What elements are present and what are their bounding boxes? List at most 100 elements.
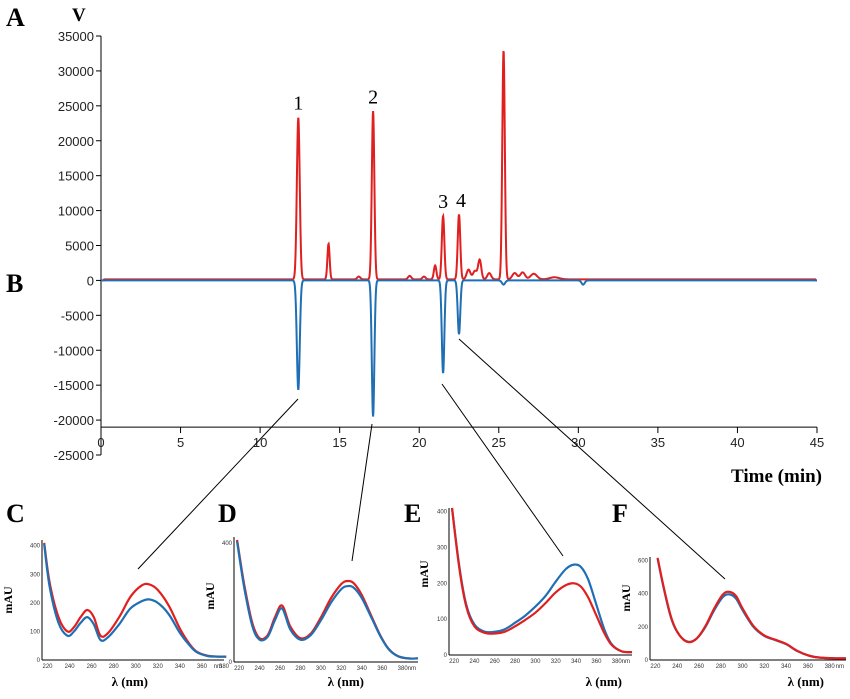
panel-label-b: B [6,269,23,298]
spectrum-x-tick-label: 240 [255,666,266,672]
spectrum-x-tick-label: 220 [449,659,460,665]
spectrum-x-tick-label: 260 [275,666,286,672]
y-tick-label: 35000 [58,29,94,44]
spectrum-x-tick-label: 240 [469,659,480,665]
spectrum-y-label: mAU [619,584,633,612]
panel-label-c: C [6,499,25,528]
connector-line [137,398,299,570]
spectrum-x-label: λ (nm) [586,674,622,689]
y-tick-label: 10000 [58,204,94,219]
y-tick-label: 20000 [58,134,94,149]
y-tick-label: -20000 [54,413,94,428]
spectrum-x-tick-label: 220 [234,666,245,672]
connector-lines [137,338,726,580]
peak-label: 2 [368,86,378,108]
spectrum-x-unit: nm [214,664,222,670]
spectrum-chart-e: 0 100 200 300 400 220 240 260 280 300 320 340 360 380… [417,507,633,689]
spectrum-y-tick-label: 100 [437,617,448,623]
chromatogram-chart: 35000 30000 25000 20000 15000 10000 5000 0 -5000… [54,5,825,487]
spectrum-x-label: λ (nm) [328,674,364,689]
spectrum-series-1 [450,507,633,654]
x-tick-label: 45 [810,435,824,450]
spectrum-y-tick-label: 100 [30,629,41,635]
spectrum-y-tick-label: 300 [437,545,448,551]
spectrum-series-0 [43,542,227,658]
connector-line [458,338,726,580]
y-tick-label: 30000 [58,64,94,79]
y-tick-label: 25000 [58,99,94,114]
y-tick-label: -15000 [54,378,94,393]
spectrum-series-0 [656,558,847,660]
spectrum-x-tick-label: 280 [295,666,306,672]
y-axis-label: V [72,5,86,26]
y-tick-label: 0 [87,273,94,288]
spectrum-series-1 [43,544,227,658]
spectrum-y-tick-label: 0 [444,653,448,659]
spectrum-series-1 [656,557,847,660]
spectrum-x-tick-label: 380 [398,666,409,672]
peak-label: 3 [438,191,448,213]
chromatogram-series-1 [101,279,817,417]
spectrum-y-tick-label: 400 [638,592,649,598]
panel-label-a: A [6,3,25,32]
spectrum-y-tick-label: 200 [638,625,649,631]
spectrum-x-tick-label: 220 [650,664,661,670]
panel-label-f: F [612,499,628,528]
spectrum-y-tick-label: 200 [437,581,448,587]
spectrum-y-tick-label: 600 [638,558,649,564]
spectrum-y-tick-label: 300 [30,572,41,578]
spectrum-x-tick-label: 380 [219,664,230,670]
spectrum-x-tick-label: 340 [571,659,582,665]
spectrum-x-tick-label: 340 [175,664,186,670]
connector-line [441,383,564,557]
y-tick-label: 5000 [65,239,94,254]
spectrum-x-unit: nm [408,666,416,672]
spectrum-x-tick-label: 320 [153,664,164,670]
spectrum-x-tick-label: 380 [825,664,836,670]
x-tick-label: 40 [730,435,744,450]
spectrum-series-1 [235,541,419,660]
spectrum-x-tick-label: 260 [490,659,501,665]
spectrum-x-tick-label: 240 [672,664,683,670]
spectrum-series-0 [450,507,633,654]
spectrum-x-tick-label: 380 [612,659,623,665]
x-tick-label: 0 [97,435,104,450]
spectrum-x-tick-label: 320 [336,666,347,672]
spectrum-x-unit: nm [836,664,844,670]
connector-line [351,423,373,562]
spectrum-chart-c: 0 100 200 300 400 220 240 260 280 300 320 340 360 380… [1,540,230,689]
x-tick-label: 5 [177,435,184,450]
spectrum-x-tick-label: 300 [316,666,327,672]
chromatogram-series-0 [101,50,817,282]
spectrum-y-label: mAU [417,560,431,588]
spectrum-x-tick-label: 300 [131,664,142,670]
spectrum-y-tick-label: 400 [30,544,41,550]
panel-label-d: D [218,499,237,528]
spectrum-x-tick-label: 360 [803,664,814,670]
x-tick-label: 25 [492,435,506,450]
spectrum-x-tick-label: 260 [87,664,98,670]
spectrum-x-tick-label: 240 [65,664,76,670]
spectrum-x-label: λ (nm) [788,674,824,689]
peak-label: 4 [456,190,466,212]
spectrum-x-tick-label: 280 [510,659,521,665]
y-tick-label: -10000 [54,343,94,358]
spectrum-y-tick-label: 0 [37,658,41,664]
x-tick-label: 10 [253,435,267,450]
spectrum-x-tick-label: 320 [551,659,562,665]
panel-label-e: E [404,499,421,528]
spectrum-y-tick-label: 400 [222,541,233,547]
spectrum-y-label: mAU [1,586,15,614]
peak-label: 1 [293,93,303,115]
spectrum-y-tick-label: 0 [229,660,233,666]
spectrum-x-tick-label: 220 [43,664,54,670]
spectrum-x-unit: nm [622,659,630,665]
x-tick-label: 30 [571,435,585,450]
spectrum-x-tick-label: 280 [109,664,120,670]
spectrum-x-tick-label: 360 [591,659,602,665]
y-tick-label: 15000 [58,169,94,184]
y-tick-label: -25000 [54,448,94,463]
x-tick-label: 35 [651,435,665,450]
